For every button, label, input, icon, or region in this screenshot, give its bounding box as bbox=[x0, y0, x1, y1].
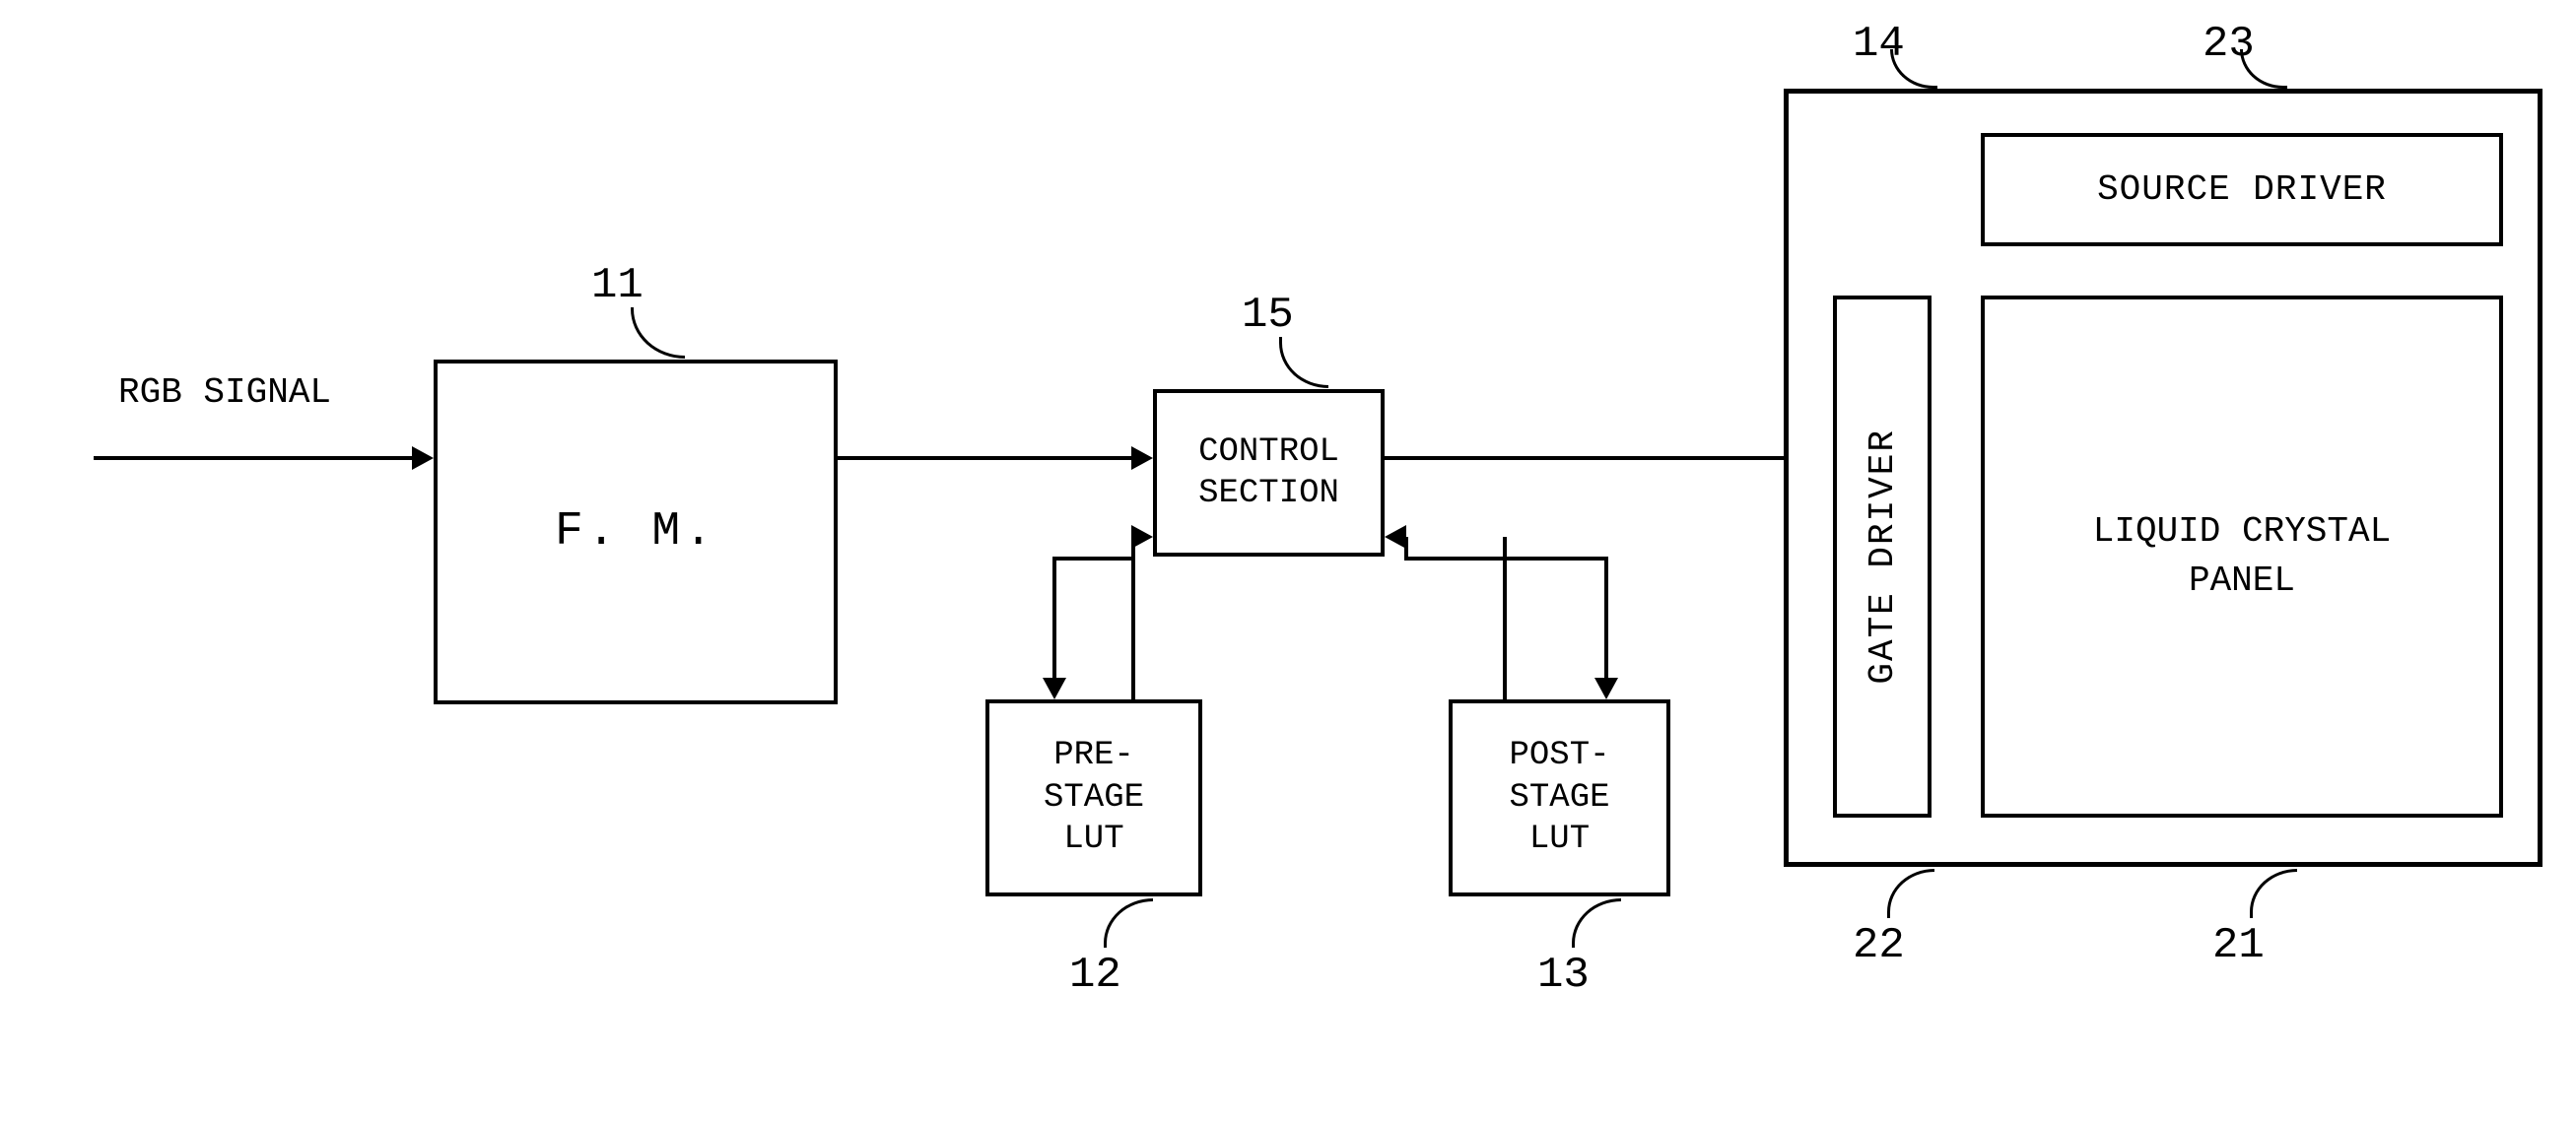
block-fm: F. M. bbox=[434, 360, 838, 704]
block-prelut-label: PRE- STAGE LUT bbox=[1044, 735, 1144, 861]
arrow-rgb-to-fm bbox=[412, 446, 434, 470]
leader-13 bbox=[1572, 898, 1621, 948]
arrow-control-postlut-down bbox=[1594, 678, 1618, 699]
block-fm-label: F. M. bbox=[555, 505, 716, 559]
input-signal-label: RGB SIGNAL bbox=[118, 372, 331, 413]
block-gate: GATE DRIVER bbox=[1833, 296, 1932, 818]
wire-control-postlut-down bbox=[1604, 557, 1608, 680]
arrow-control-prelut-down bbox=[1043, 678, 1066, 699]
leader-22 bbox=[1887, 869, 1934, 918]
block-postlut: POST- STAGE LUT bbox=[1449, 699, 1670, 896]
leader-12 bbox=[1104, 898, 1153, 948]
block-lcd-label: LIQUID CRYSTAL PANEL bbox=[2093, 507, 2391, 607]
wire-prelut-control-up bbox=[1131, 537, 1135, 699]
arrow-fm-to-control bbox=[1131, 446, 1153, 470]
wire-rgb-to-fm bbox=[94, 456, 414, 460]
wire-postlut-control-h bbox=[1503, 557, 1606, 561]
block-postlut-id: 13 bbox=[1537, 951, 1590, 1000]
wire-postlut-control-up bbox=[1503, 537, 1507, 699]
arrow-prelut-control bbox=[1131, 525, 1153, 549]
wire-postlut-control-h2 bbox=[1404, 557, 1503, 561]
arrow-postlut-control bbox=[1385, 525, 1406, 549]
block-prelut: PRE- STAGE LUT bbox=[985, 699, 1202, 896]
block-source: SOURCE DRIVER bbox=[1981, 133, 2503, 246]
block-gate-id: 22 bbox=[1853, 921, 1905, 970]
leader-21 bbox=[2250, 869, 2297, 918]
block-prelut-id: 12 bbox=[1069, 951, 1121, 1000]
wire-prelut-control-h bbox=[1052, 557, 1133, 561]
leader-11 bbox=[631, 307, 685, 359]
wire-fm-to-control bbox=[838, 456, 1133, 460]
block-lcd: LIQUID CRYSTAL PANEL bbox=[1981, 296, 2503, 818]
block-lcd-id: 21 bbox=[2212, 921, 2265, 970]
wire-control-to-panel bbox=[1385, 456, 1784, 460]
leader-23 bbox=[2240, 49, 2287, 89]
block-fm-id: 11 bbox=[591, 261, 644, 310]
block-postlut-label: POST- STAGE LUT bbox=[1509, 735, 1609, 861]
block-control-label: CONTROL SECTION bbox=[1198, 431, 1339, 515]
leader-15 bbox=[1279, 337, 1328, 388]
block-control: CONTROL SECTION bbox=[1153, 389, 1385, 557]
block-source-label: SOURCE DRIVER bbox=[2097, 169, 2387, 210]
diagram-root: RGB SIGNAL F. M. 11 CONTROL SECTION 15 P… bbox=[0, 0, 2576, 1123]
leader-14 bbox=[1890, 49, 1937, 89]
block-gate-label: GATE DRIVER bbox=[1863, 429, 1903, 685]
wire-control-prelut-down bbox=[1052, 557, 1056, 680]
block-control-id: 15 bbox=[1242, 291, 1294, 340]
